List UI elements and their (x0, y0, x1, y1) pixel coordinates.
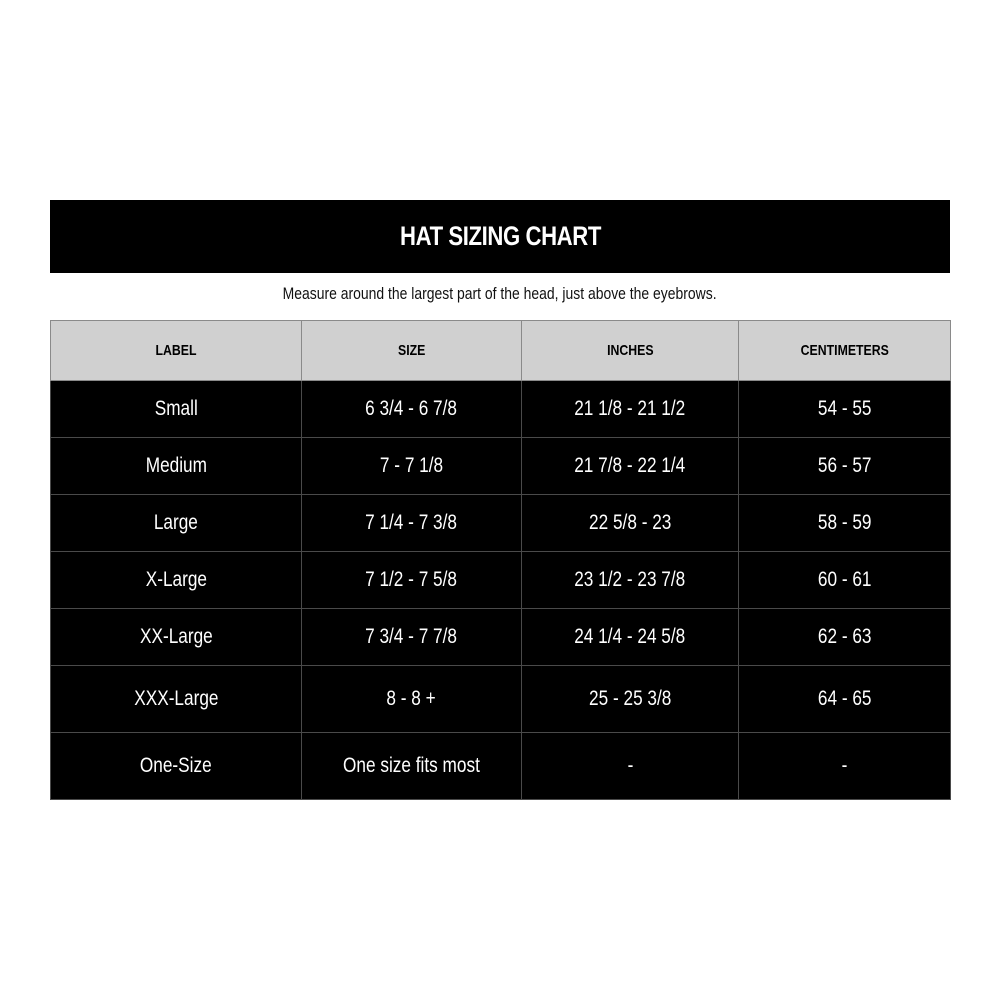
table-cell: Medium (50, 437, 302, 495)
cell-text: 7 1/4 - 7 3/8 (365, 511, 458, 534)
table-row: Medium 7 - 7 1/8 21 7/8 - 22 1/4 56 - 57 (50, 437, 951, 495)
cell-text: Medium (145, 454, 207, 477)
subtitle-text: Measure around the largest part of the h… (283, 284, 717, 303)
table-cell: 6 3/4 - 6 7/8 (301, 380, 522, 438)
cell-text: Large (153, 511, 199, 534)
table-cell: - (521, 732, 739, 800)
column-header: LABEL (50, 320, 302, 381)
table-row: XX-Large 7 3/4 - 7 7/8 24 1/4 - 24 5/8 62 -… (50, 608, 951, 666)
cell-text: - (841, 754, 848, 777)
table-cell: 7 1/4 - 7 3/8 (301, 494, 522, 552)
table-row: Large 7 1/4 - 7 3/8 22 5/8 - 23 58 - 59 (50, 494, 951, 552)
column-header-label: CENTIMETERS (800, 342, 889, 359)
cell-text: 60 - 61 (817, 568, 872, 591)
table-cell: 21 7/8 - 22 1/4 (521, 437, 739, 495)
cell-text: 24 1/4 - 24 5/8 (574, 625, 686, 648)
table-cell: Large (50, 494, 302, 552)
cell-text: 7 - 7 1/8 (379, 454, 444, 477)
cell-text: 62 - 63 (817, 625, 872, 648)
table-cell: X-Large (50, 551, 302, 609)
page-title: HAT SIZING CHART (399, 221, 601, 251)
column-header: SIZE (301, 320, 522, 381)
cell-text: 7 3/4 - 7 7/8 (365, 625, 458, 648)
table-cell: 23 1/2 - 23 7/8 (521, 551, 739, 609)
cell-text: 21 7/8 - 22 1/4 (574, 454, 686, 477)
cell-text: XX-Large (139, 625, 213, 648)
table-cell: 22 5/8 - 23 (521, 494, 739, 552)
table-cell: 7 - 7 1/8 (301, 437, 522, 495)
table-cell: 8 - 8 + (301, 665, 522, 733)
cell-text: Small (154, 397, 198, 420)
column-header-label: SIZE (397, 342, 426, 359)
table-row: XXX-Large 8 - 8 + 25 - 25 3/8 64 - 65 (50, 665, 951, 733)
cell-text: 6 3/4 - 6 7/8 (365, 397, 458, 420)
cell-text: One size fits most (343, 754, 480, 777)
cell-text: 7 1/2 - 7 5/8 (365, 568, 458, 591)
title-bar: HAT SIZING CHART (50, 200, 950, 273)
cell-text: 22 5/8 - 23 (588, 511, 672, 534)
column-header-label: LABEL (155, 342, 197, 359)
table-cell: 64 - 65 (738, 665, 951, 733)
cell-text: 8 - 8 + (386, 687, 437, 710)
table-cell: 60 - 61 (738, 551, 951, 609)
table-cell: 7 1/2 - 7 5/8 (301, 551, 522, 609)
table-cell: 21 1/8 - 21 1/2 (521, 380, 739, 438)
cell-text: 25 - 25 3/8 (588, 687, 672, 710)
size-table: LABEL SIZE INCHES CENTIMETERS Small 6 3/4 - … (50, 320, 951, 800)
table-cell: 56 - 57 (738, 437, 951, 495)
cell-text: 54 - 55 (817, 397, 872, 420)
table-cell: 62 - 63 (738, 608, 951, 666)
table-row: X-Large 7 1/2 - 7 5/8 23 1/2 - 23 7/8 60 - … (50, 551, 951, 609)
column-header: CENTIMETERS (738, 320, 951, 381)
cell-text: 23 1/2 - 23 7/8 (574, 568, 686, 591)
column-header: INCHES (521, 320, 739, 381)
table-cell: XXX-Large (50, 665, 302, 733)
header-row: LABEL SIZE INCHES CENTIMETERS (50, 320, 951, 381)
table-cell: One-Size (50, 732, 302, 800)
cell-text: X-Large (145, 568, 207, 591)
table-cell: Small (50, 380, 302, 438)
table-cell: 25 - 25 3/8 (521, 665, 739, 733)
table-cell: 54 - 55 (738, 380, 951, 438)
table-cell: 24 1/4 - 24 5/8 (521, 608, 739, 666)
table-cell: XX-Large (50, 608, 302, 666)
table-cell: 58 - 59 (738, 494, 951, 552)
table-row: Small 6 3/4 - 6 7/8 21 1/8 - 21 1/2 54 - 55 (50, 380, 951, 438)
cell-text: 58 - 59 (817, 511, 872, 534)
cell-text: 21 1/8 - 21 1/2 (574, 397, 686, 420)
table-cell: One size fits most (301, 732, 522, 800)
table-cell: 7 3/4 - 7 7/8 (301, 608, 522, 666)
cell-text: 64 - 65 (817, 687, 872, 710)
cell-text: 56 - 57 (817, 454, 872, 477)
column-header-label: INCHES (606, 342, 654, 359)
cell-text: XXX-Large (133, 687, 219, 710)
cell-text: - (627, 754, 633, 777)
table-row: One-Size One size fits most - - (50, 732, 951, 800)
table-cell: - (738, 732, 951, 800)
subtitle: Measure around the largest part of the h… (0, 284, 1000, 304)
cell-text: One-Size (140, 754, 212, 777)
